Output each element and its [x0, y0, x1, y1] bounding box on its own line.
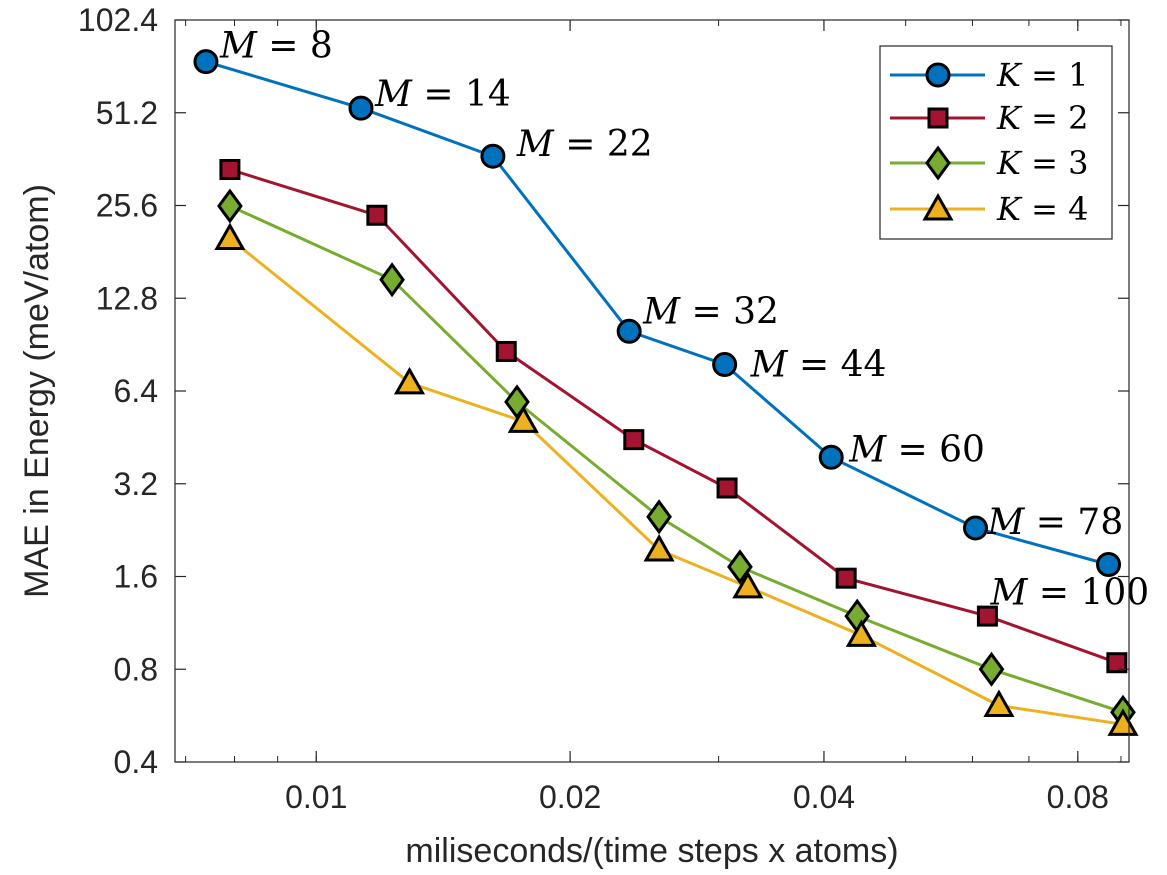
- x-tick-label: 0.01: [285, 779, 347, 815]
- legend-marker-k1: [927, 64, 949, 86]
- x-tick-label: 0.08: [1047, 779, 1109, 815]
- legend-label-k3: K = 3: [996, 144, 1088, 182]
- y-tick-label: 0.4: [114, 744, 158, 780]
- annotation-m-22: M = 22: [516, 124, 653, 165]
- y-tick-label: 51.2: [96, 95, 158, 131]
- legend-label-k4: K = 4: [996, 190, 1088, 228]
- annotation-m-78: M = 78: [986, 502, 1123, 543]
- annotation-m-8: M = 8: [219, 26, 333, 67]
- data-point-k2: [497, 342, 515, 360]
- y-tick-label: 1.6: [114, 559, 158, 595]
- data-point-k2: [837, 569, 855, 587]
- annotation-m-60: M = 60: [848, 429, 985, 470]
- data-point-k1: [618, 320, 640, 342]
- data-point-k1: [964, 517, 986, 539]
- legend-label-k2: K = 2: [996, 99, 1088, 137]
- line-chart: M = 8 M = 14M = 22 M = 32 M = 44 M = 60M = 7…: [0, 0, 1167, 875]
- data-point-k1: [350, 97, 372, 119]
- data-point-k2: [368, 206, 386, 224]
- x-tick-label: 0.04: [793, 779, 855, 815]
- y-tick-label: 12.8: [96, 280, 158, 316]
- y-tick-label: 3.2: [114, 466, 158, 502]
- data-point-k2: [625, 431, 643, 449]
- data-point-k1: [714, 354, 736, 376]
- legend-marker-k2: [929, 109, 947, 127]
- x-axis-label: miliseconds/(time steps x atoms): [405, 832, 898, 870]
- data-point-k1: [195, 51, 217, 73]
- y-tick-label: 102.4: [78, 2, 158, 38]
- data-point-k1: [820, 446, 842, 468]
- data-point-k1: [482, 145, 504, 167]
- data-point-k2: [221, 161, 239, 179]
- annotation-m-32: M = 32: [642, 291, 779, 332]
- y-tick-label: 6.4: [114, 373, 158, 409]
- x-tick-label: 0.02: [539, 779, 601, 815]
- annotation-m-14: M = 14: [374, 74, 511, 115]
- annotation-m-44: M = 44: [750, 345, 887, 386]
- y-tick-label: 25.6: [96, 188, 158, 224]
- annotation-m-100: M = 100: [990, 573, 1150, 614]
- legend: K = 1 K = 2 K = 3 K = 4: [880, 46, 1112, 239]
- y-axis-label: MAE in Energy (meV/atom): [18, 184, 56, 598]
- data-point-k2: [718, 479, 736, 497]
- legend-label-k1: K = 1: [996, 56, 1088, 94]
- y-tick-label: 0.8: [114, 651, 158, 687]
